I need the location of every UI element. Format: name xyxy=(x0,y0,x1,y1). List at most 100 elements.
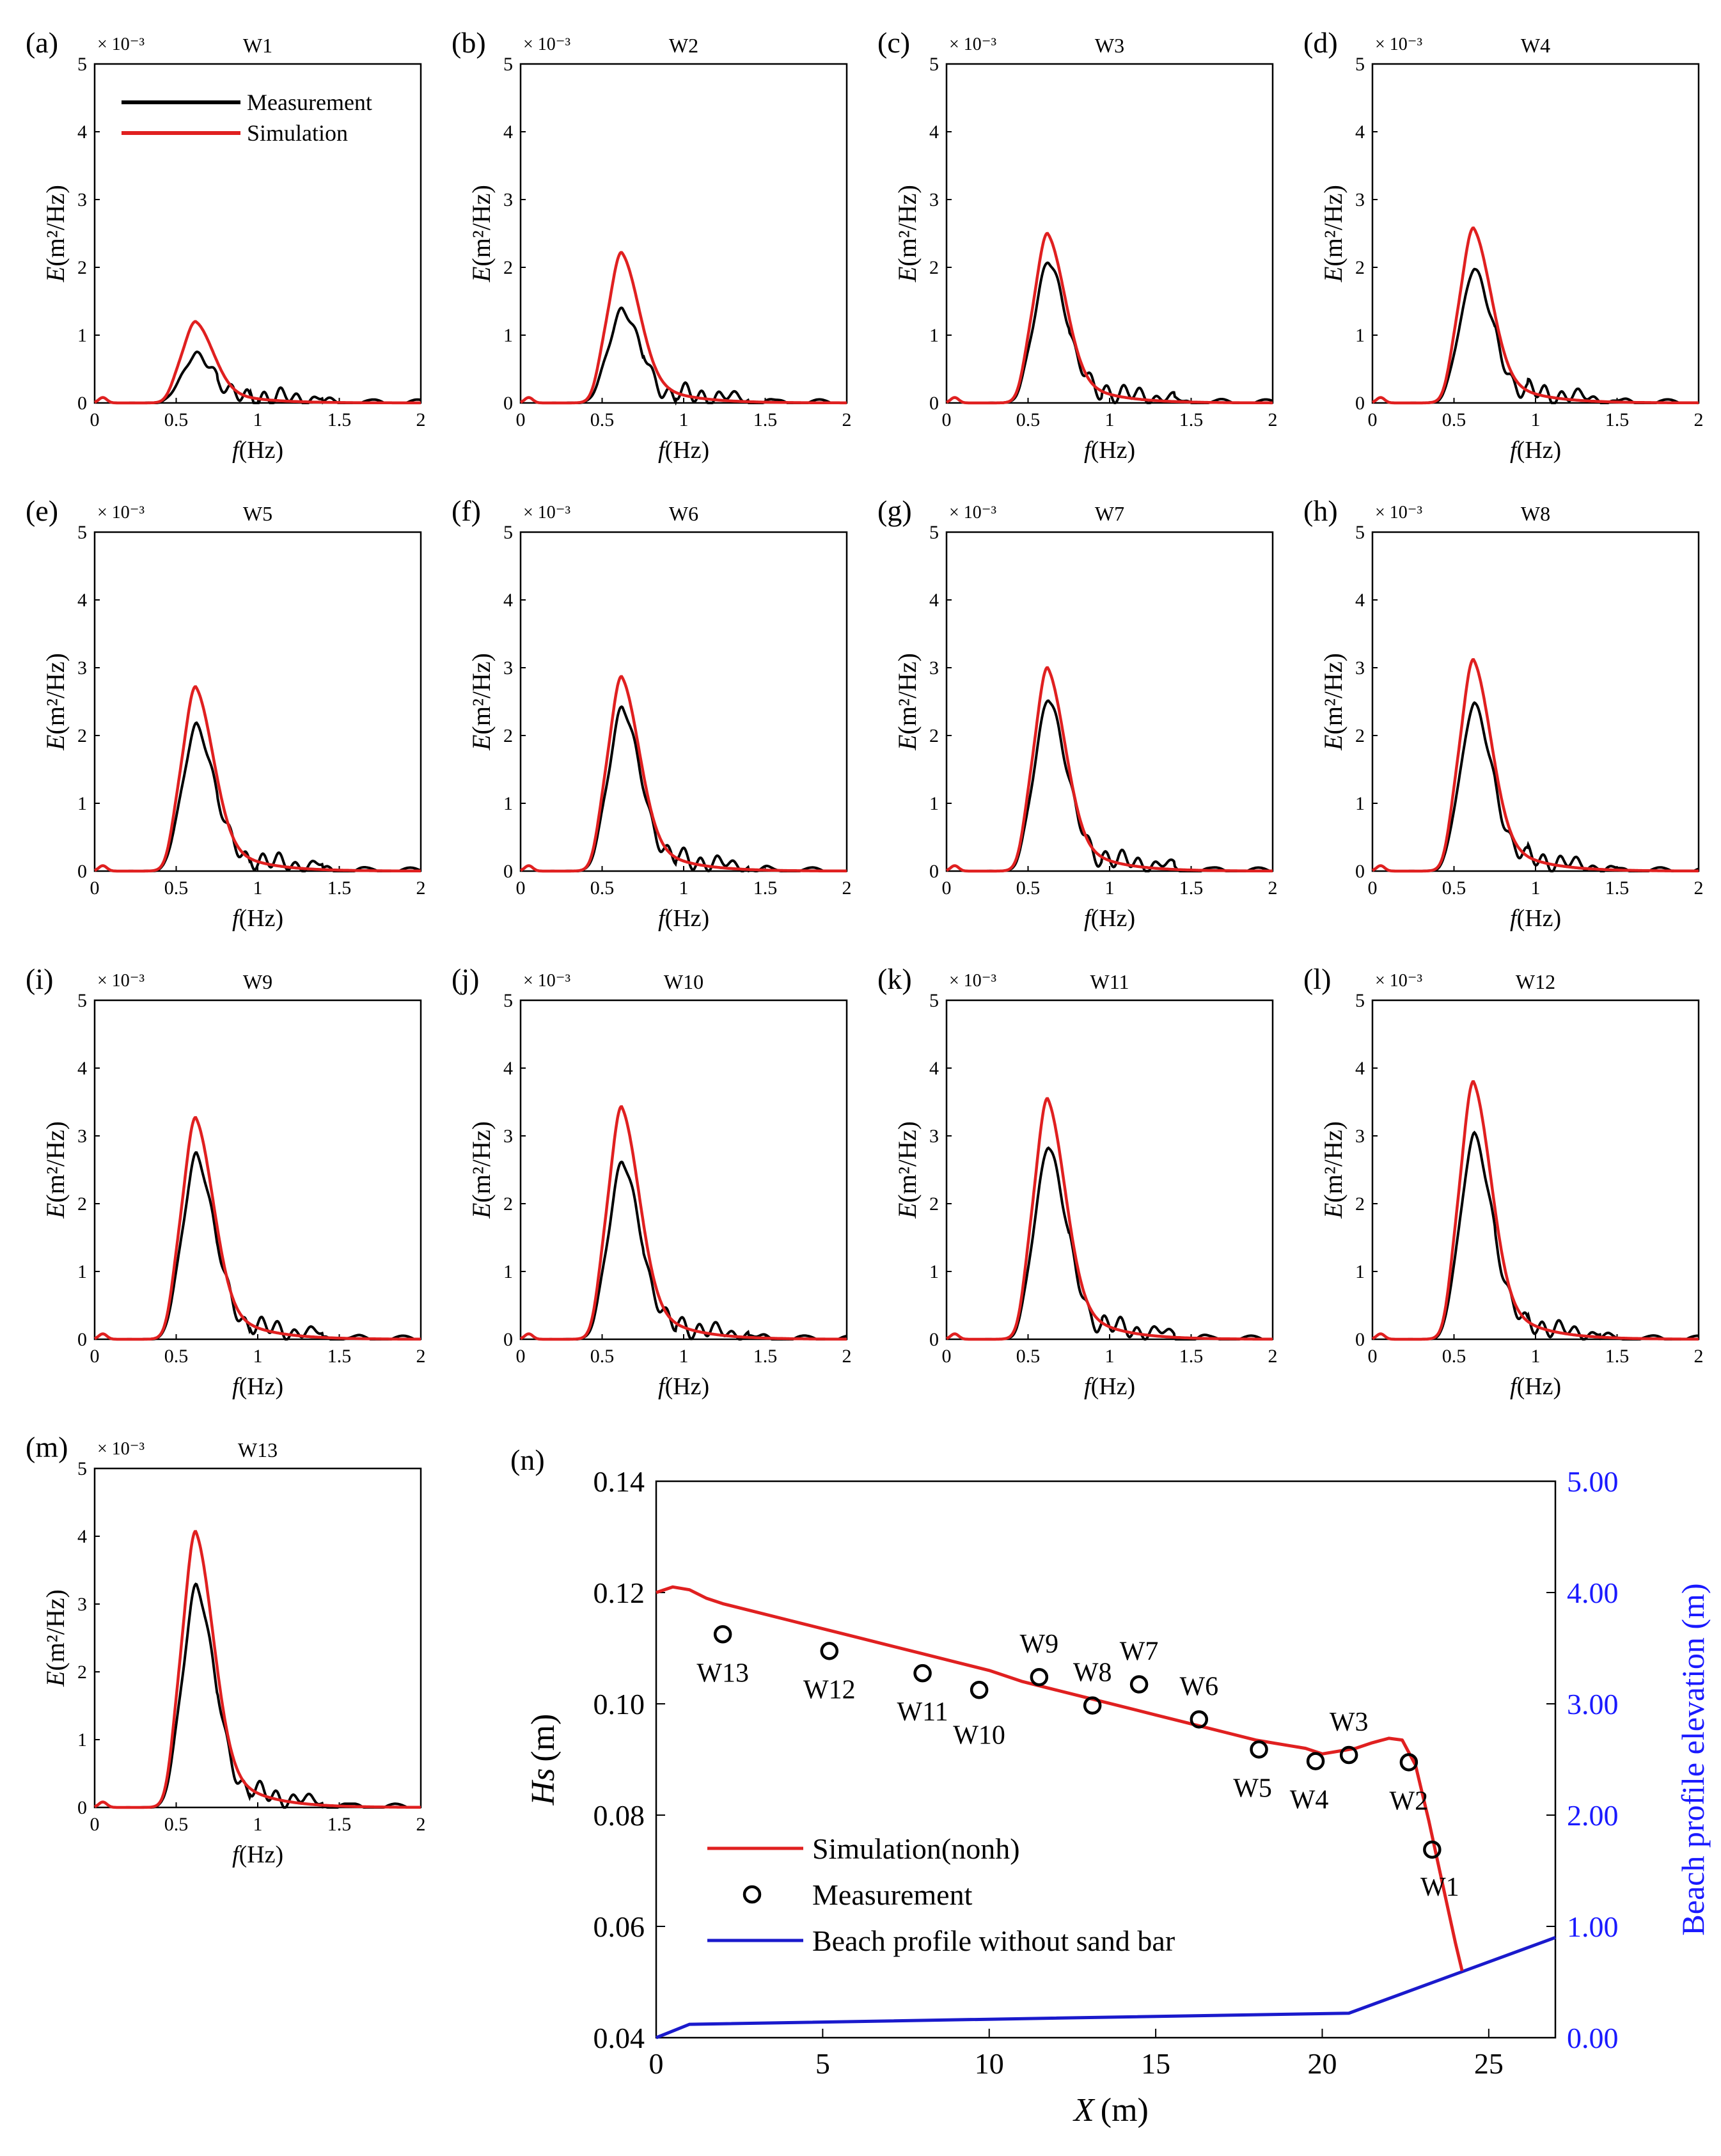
x-axis-label: f(Hz) xyxy=(1084,1373,1135,1400)
x-axis-label: f(Hz) xyxy=(1510,905,1561,932)
exponent-label: × 10⁻³ xyxy=(1375,503,1422,523)
x-tick-label: 2 xyxy=(1268,1346,1278,1367)
x-tick-label: 1 xyxy=(1531,877,1541,899)
measurement-label-w1: W1 xyxy=(1420,1873,1459,1902)
measurement-line xyxy=(946,1146,1273,1341)
y-tick-label: 3 xyxy=(503,1126,513,1147)
simulation-line xyxy=(1372,657,1699,873)
spectrum-panel-w6: (f) × 10⁻³ W6 0 0.5 1 1.5 2 0 1 2 3 4 5 f(Hz) E(m²/Hz) xyxy=(452,494,852,932)
y-axis-label: Hs(m) xyxy=(525,1714,562,1806)
y-tick-label: 2 xyxy=(503,1193,513,1215)
measurement-label-w11: W11 xyxy=(897,1697,948,1727)
panel-letter: (g) xyxy=(877,494,912,527)
panel-title: W13 xyxy=(238,1438,278,1461)
x-tick-label: 1 xyxy=(1531,409,1541,430)
y-axis-label: E(m²/Hz) xyxy=(893,185,922,283)
measurement-label-w4: W4 xyxy=(1290,1786,1329,1815)
y-axis-label: E(m²/Hz) xyxy=(467,1121,496,1219)
measurement-line xyxy=(1372,1130,1699,1341)
x-tick-label: 0 xyxy=(1368,877,1378,899)
x-tick-label: 2 xyxy=(1694,409,1704,430)
measurement-line xyxy=(520,1160,847,1341)
legend: Measurement Simulation xyxy=(122,90,372,146)
measurement-point-w11 xyxy=(913,1664,932,1683)
measurement-label-w9: W9 xyxy=(1020,1630,1059,1659)
measurement-line xyxy=(1372,267,1699,404)
measurement-point-w4 xyxy=(1306,1752,1325,1770)
x-axis-label: X (m) xyxy=(1073,2092,1149,2128)
spectrum-panel-w2: (b) × 10⁻³ W2 0 0.5 1 1.5 2 0 1 2 3 4 5 f(Hz) E(m²/Hz) xyxy=(452,26,852,464)
x-tick-label: 1 xyxy=(1105,1346,1115,1367)
y-tick-label: 0 xyxy=(929,393,939,414)
panel-letter: (a) xyxy=(26,26,58,59)
y-tick-label: 4 xyxy=(77,1526,87,1547)
y-tick-label: 1 xyxy=(77,1261,87,1282)
y-tick-label: 3 xyxy=(1355,189,1365,210)
x-axis-label: f(Hz) xyxy=(232,437,283,464)
x-tick-label: 2 xyxy=(1268,409,1278,430)
measurement-point-w3 xyxy=(1339,1745,1358,1765)
x-tick-label: 2 xyxy=(416,409,426,430)
x-tick-label: 2 xyxy=(416,877,426,899)
y-axis-label: E(m²/Hz) xyxy=(467,653,496,751)
y-tick-label: 0 xyxy=(1355,393,1365,414)
y-tick-label: 0 xyxy=(929,861,939,882)
x-tick-label: 0 xyxy=(90,877,100,899)
x-tick-label: 0 xyxy=(516,877,526,899)
panel-title: W7 xyxy=(1095,502,1124,525)
panel-letter: (c) xyxy=(877,26,910,59)
spectrum-panel-w9: (i) × 10⁻³ W9 0 0.5 1 1.5 2 0 1 2 3 4 5 f(Hz) E(m²/Hz) xyxy=(26,963,426,1400)
x-axis-label: f(Hz) xyxy=(1510,1373,1561,1400)
panel-title: W1 xyxy=(243,34,272,57)
x-tick-label: 1.5 xyxy=(1179,877,1204,899)
exponent-label: × 10⁻³ xyxy=(97,971,145,991)
axes-frame xyxy=(945,999,1274,1341)
panel-title: W6 xyxy=(669,502,698,525)
x-axis-label: f(Hz) xyxy=(1084,905,1135,932)
y-tick-label: 1 xyxy=(1355,325,1365,346)
exponent-label: × 10⁻³ xyxy=(523,971,570,991)
y-tick-label: 4 xyxy=(77,590,87,611)
panel-title: W3 xyxy=(1095,34,1124,57)
y-axis-label: E(m²/Hz) xyxy=(893,1121,922,1219)
legend-simulation-label: Simulation xyxy=(247,120,348,146)
spectrum-panel-w1: (a) × 10⁻³ W1 0 0.5 1 1.5 2 0 1 2 3 4 5 f(Hz) E(m²/Hz) M… xyxy=(26,26,426,464)
y-tick-label: 3 xyxy=(77,1126,87,1147)
panel-letter: (i) xyxy=(26,963,53,995)
y-tick-label: 2 xyxy=(1355,725,1365,746)
y-tick-label: 0 xyxy=(77,861,87,882)
y-tick-label: 3 xyxy=(929,657,939,679)
x-tick-label: 1 xyxy=(679,877,689,899)
measurement-label-w8: W8 xyxy=(1073,1658,1112,1688)
y-tick-label: 0 xyxy=(77,1797,87,1818)
spectrum-panel-w5: (e) × 10⁻³ W5 0 0.5 1 1.5 2 0 1 2 3 4 5 f(Hz) E(m²/Hz) xyxy=(26,494,426,932)
y2-tick-label: 5.00 xyxy=(1567,1465,1619,1498)
axes-frame xyxy=(945,63,1274,404)
panel-letter: (l) xyxy=(1303,963,1331,995)
y-tick-label: 1 xyxy=(77,793,87,814)
x-tick-label: 2 xyxy=(842,409,852,430)
simulation-line xyxy=(94,320,421,405)
legend-measurement-label: Measurement xyxy=(247,90,372,115)
axes-frame xyxy=(519,999,848,1341)
y-tick-label: 4 xyxy=(1355,1058,1365,1079)
y-axis-label: E(m²/Hz) xyxy=(41,185,70,283)
measurement-label-w12: W12 xyxy=(803,1675,856,1704)
spectrum-panel-w13: (m) × 10⁻³ W13 0 0.5 1 1.5 2 0 1 2 3 4 5 f(Hz) E(m²/Hz) xyxy=(26,1431,426,1868)
exponent-label: × 10⁻³ xyxy=(949,503,996,523)
y2-axis-label: Beach profile elevation (m) xyxy=(1675,1583,1711,1935)
measurement-label-w2: W2 xyxy=(1390,1786,1429,1816)
y-tick-label: 5 xyxy=(503,54,513,75)
x-tick-label: 0 xyxy=(1368,1346,1378,1367)
x-tick-label: 1 xyxy=(253,1814,263,1835)
measurement-point-w9 xyxy=(1030,1667,1049,1687)
y-tick-label: 0 xyxy=(77,1329,87,1350)
x-tick-label: 1.5 xyxy=(753,1346,778,1367)
y-tick-label: 1 xyxy=(503,1261,513,1282)
y-tick-label: 4 xyxy=(503,1058,513,1079)
y-axis-label: E(m²/Hz) xyxy=(1319,653,1348,751)
x-tick-label: 1 xyxy=(1531,1346,1541,1367)
spectrum-panel-w12: (l) × 10⁻³ W12 0 0.5 1 1.5 2 0 1 2 3 4 5 f(Hz) E(m²/Hz) xyxy=(1303,963,1704,1400)
y-tick-label: 4 xyxy=(77,122,87,143)
x-tick-label: 20 xyxy=(1307,2047,1337,2080)
